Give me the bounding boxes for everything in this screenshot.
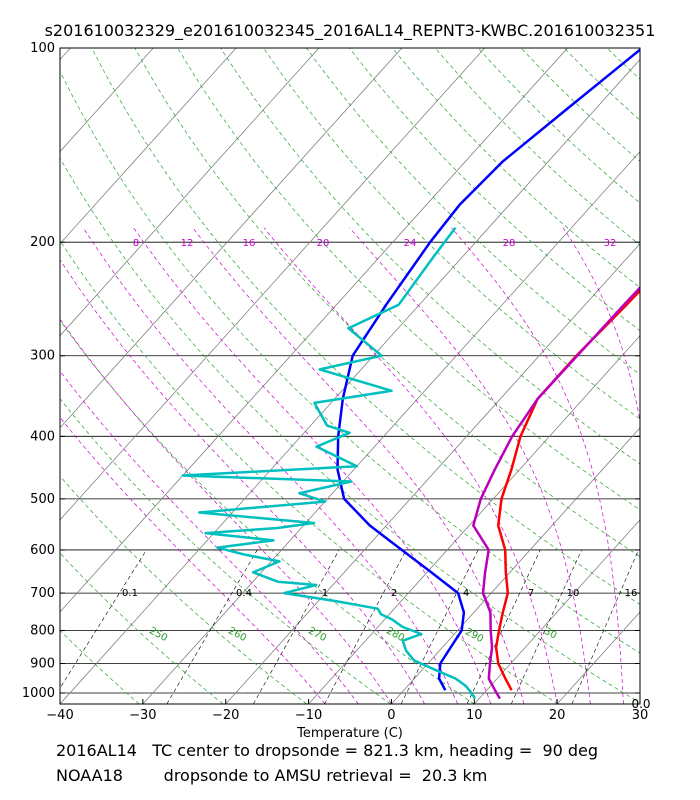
moist-adiabat-line [60, 259, 425, 704]
mixing-ratio-label: 16 [625, 588, 638, 599]
chart-title: s201610032329_e201610032345_2016AL14_REP… [44, 21, 656, 40]
y-tick-label: 1000 [22, 686, 55, 701]
sounding-series-4 [181, 227, 477, 700]
moist-adiabat-line [83, 227, 459, 704]
mixing-ratio-label: 7 [528, 588, 534, 599]
x-tick-label: −10 [295, 708, 322, 723]
x-axis-label: Temperature (C) [296, 726, 403, 741]
moist-adiabat-line [192, 227, 525, 704]
y-tick-label: 500 [30, 492, 55, 507]
moist-adiabat-label: 8 [133, 238, 139, 249]
mixing-ratio-label: 10 [567, 588, 580, 599]
mixing-ratio-label: 1 [322, 588, 328, 599]
dry-adiabat-line [263, 48, 640, 420]
mixing-ratio-line [466, 549, 541, 704]
dry-adiabat-line [60, 157, 640, 704]
x-tick-label: −40 [46, 708, 73, 723]
isotherm-line [473, 519, 640, 704]
sounding-series-2 [336, 48, 640, 691]
corner-label: 0.0 [631, 697, 650, 711]
dry-adiabat-line [520, 48, 640, 162]
dry-adiabat-line [650, 48, 700, 704]
dry-adiabat-line [60, 70, 640, 654]
x-tick-label: −20 [212, 708, 239, 723]
mixing-ratio-label: 4 [463, 588, 469, 599]
dry-adiabat-line [60, 552, 224, 704]
x-tick-label: 10 [466, 708, 483, 723]
dry-adiabat-line [220, 48, 640, 465]
mixing-ratio-label: 2 [391, 588, 397, 599]
moist-adiabat-label: 32 [604, 238, 617, 249]
mixing-ratio-line [60, 549, 147, 689]
isotherm-line [60, 48, 237, 245]
mixing-ratio-line [253, 549, 340, 704]
x-tick-label: 20 [549, 708, 566, 723]
caption-line-1: 2016AL14 TC center to dropsonde = 821.3 … [56, 741, 599, 760]
isotherm-line [60, 58, 640, 704]
moist-adiabat-line [451, 227, 624, 704]
y-tick-label: 200 [30, 235, 55, 250]
isotherm-line [60, 48, 320, 337]
y-tick-label: 700 [30, 586, 55, 601]
moist-adiabat-label: 28 [503, 238, 516, 249]
mixing-ratio-line [166, 549, 258, 704]
dry-adiabat-label: 30 [542, 626, 558, 642]
y-tick-label: 900 [30, 656, 55, 671]
isotherm-line [60, 48, 403, 429]
dry-adiabat-line [693, 48, 700, 704]
mixing-ratio-line [510, 549, 582, 704]
y-tick-label: 100 [30, 41, 55, 56]
plot-frame [59, 47, 641, 705]
moist-adiabat-label: 16 [243, 238, 256, 249]
mixing-ratio-line [400, 549, 479, 704]
y-tick-label: 300 [30, 349, 55, 364]
dry-adiabat-line [435, 48, 640, 246]
moist-adiabat-line [133, 227, 492, 704]
isotherm-line [391, 427, 640, 704]
dry-adiabat-line [0, 48, 55, 704]
moist-adiabat-line [60, 370, 359, 704]
moist-adiabat-label: 24 [404, 238, 417, 249]
isotherm-line [308, 335, 640, 704]
y-tick-label: 800 [30, 624, 55, 639]
y-tick-label: 400 [30, 429, 55, 444]
dry-adiabat-line [60, 239, 559, 704]
dry-adiabat-line [306, 48, 640, 375]
x-tick-label: −30 [129, 708, 156, 723]
isotherm-line [60, 48, 568, 613]
x-tick-label: 30 [632, 708, 649, 723]
mixing-ratio-line [324, 549, 407, 704]
x-tick-label: 0 [387, 708, 395, 723]
moist-adiabat-label: 20 [317, 238, 330, 249]
sounding-series-1 [494, 288, 640, 691]
caption-line-2: NOAA18 dropsonde to AMSU retrieval = 20.… [56, 766, 488, 785]
moist-adiabat-line [349, 227, 591, 704]
isotherm-line [639, 703, 640, 704]
mixing-ratio-label: 0.1 [122, 588, 138, 599]
sounding-series-3 [472, 285, 640, 700]
isotherm-line [225, 243, 640, 704]
mixing-ratio-label: 0.4 [236, 588, 252, 599]
dry-adiabat-line [60, 475, 307, 704]
dry-adiabat-line [60, 398, 391, 704]
isotherm-line [60, 48, 485, 521]
moist-adiabat-label: 12 [181, 238, 194, 249]
moist-adiabat-line [60, 318, 392, 704]
y-tick-label: 600 [30, 543, 55, 558]
moist-adiabat-line [667, 228, 698, 704]
dry-adiabat-line [177, 48, 640, 511]
